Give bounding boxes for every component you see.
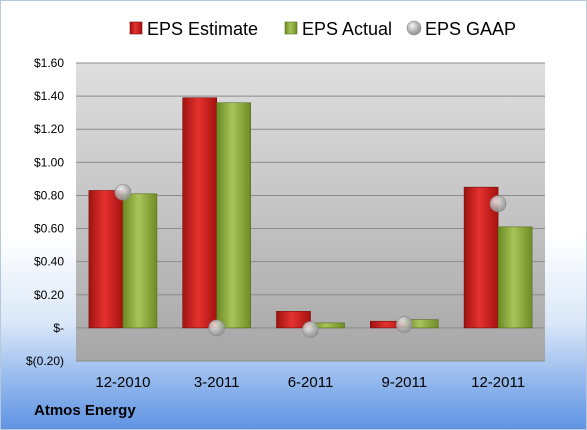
legend-label: EPS Estimate xyxy=(147,19,258,39)
eps-actual-bar xyxy=(122,193,158,329)
eps-estimate-bar xyxy=(276,311,311,329)
x-axis-categories: 12-2010 3-2011 6-2011 9-2011 12-2011 xyxy=(95,374,525,391)
y-tick-label: $0.60 xyxy=(34,222,64,236)
legend-label: EPS GAAP xyxy=(425,19,516,39)
y-tick-label: $1.60 xyxy=(34,56,64,70)
y-tick-label: $(0.20) xyxy=(26,354,64,368)
y-tick-label: $0.40 xyxy=(34,255,64,269)
legend-swatch xyxy=(129,21,143,35)
y-tick-label: $1.20 xyxy=(34,122,64,136)
legend-label: EPS Actual xyxy=(302,19,392,39)
eps-gaap-marker xyxy=(489,195,507,213)
y-tick-label: $0.20 xyxy=(34,288,64,302)
company-name: Atmos Energy xyxy=(34,402,136,419)
gaap-markers xyxy=(114,183,507,338)
x-category-label: 12-2011 xyxy=(471,374,525,391)
y-tick-label: $0.80 xyxy=(34,188,64,202)
eps-actual-bar xyxy=(497,226,533,329)
eps-actual-bar xyxy=(216,102,251,329)
bars xyxy=(88,97,533,329)
x-category-label: 9-2011 xyxy=(382,374,428,391)
eps-gaap-marker xyxy=(208,319,225,337)
eps-estimate-bar xyxy=(88,190,124,329)
legend: EPS Estimate EPS Actual EPS GAAP xyxy=(129,19,516,39)
y-tick-label: $1.40 xyxy=(34,89,64,103)
x-category-label: 3-2011 xyxy=(194,374,240,391)
x-category-label: 12-2010 xyxy=(95,374,150,391)
eps-gaap-marker xyxy=(114,183,132,201)
y-tick-label: $1.00 xyxy=(34,155,64,169)
x-category-label: 6-2011 xyxy=(288,374,334,391)
legend-swatch xyxy=(406,20,422,36)
eps-estimate-bar xyxy=(182,97,217,329)
eps-gaap-marker xyxy=(302,321,319,338)
legend-swatch xyxy=(284,21,298,35)
y-axis-ticks: $1.60 $1.40 $1.20 $1.00 $0.80 $0.60 $0.40 $0.20… xyxy=(26,56,64,368)
eps-estimate-bar xyxy=(463,186,499,329)
eps-gaap-marker xyxy=(395,316,413,333)
y-tick-label: $- xyxy=(53,321,64,335)
